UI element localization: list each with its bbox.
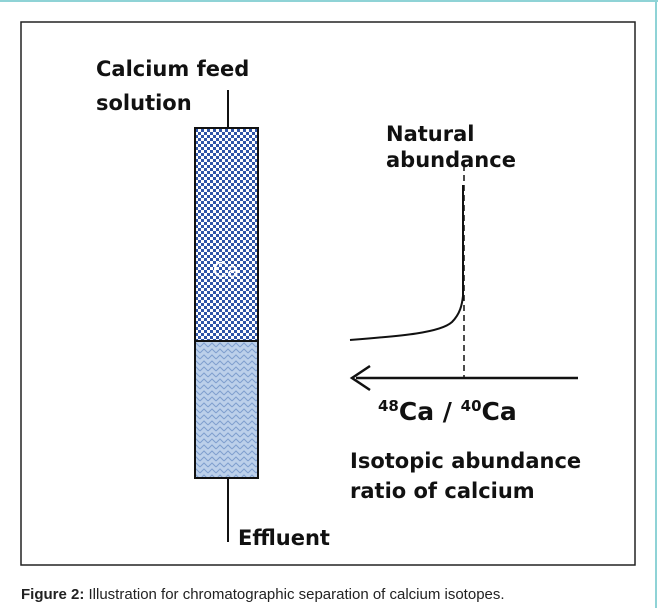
ratio-label: Isotopic abundance [350,449,581,473]
caption-label: Figure 2: [21,586,84,603]
effluent-label: Effluent [238,526,330,550]
feed-label: solution [96,91,192,115]
column-lower [195,341,258,478]
mass-number: 48 [378,397,399,415]
caption-text: Illustration for chromatographic separat… [84,586,504,603]
caption: Figure 2: Illustration for chromatograph… [21,586,505,603]
ratio-label: ratio of calcium [350,479,535,503]
element: Ca / [399,397,461,426]
figure-box [20,21,636,566]
feed-label: Calcium feed [96,57,249,81]
column-label: Ca [213,258,239,282]
mass-number: 40 [461,397,482,415]
axis-label: 48Ca / 40Ca [378,397,517,426]
natural-label: abundance [386,148,516,172]
arrow-head [349,364,371,392]
natural-label: Natural [386,122,474,146]
column [194,127,259,479]
elution-curve [349,185,464,341]
column-loaded [195,128,258,341]
element: Ca [482,397,517,426]
